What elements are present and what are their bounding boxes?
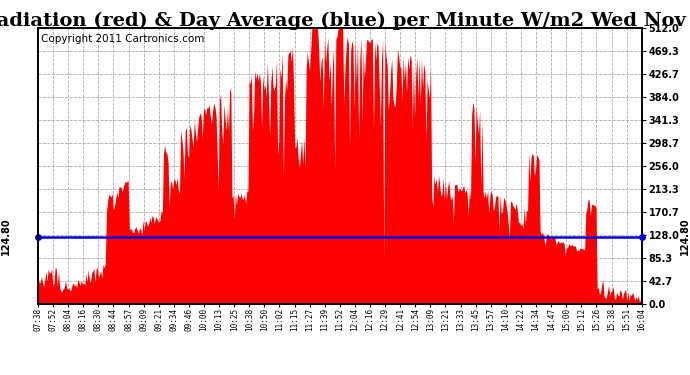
Text: 124.80: 124.80 — [680, 218, 690, 255]
Text: 124.80: 124.80 — [1, 218, 10, 255]
Text: Solar Radiation (red) & Day Average (blue) per Minute W/m2 Wed Nov 2 16:13: Solar Radiation (red) & Day Average (blu… — [0, 11, 690, 30]
Text: Copyright 2011 Cartronics.com: Copyright 2011 Cartronics.com — [41, 34, 204, 44]
